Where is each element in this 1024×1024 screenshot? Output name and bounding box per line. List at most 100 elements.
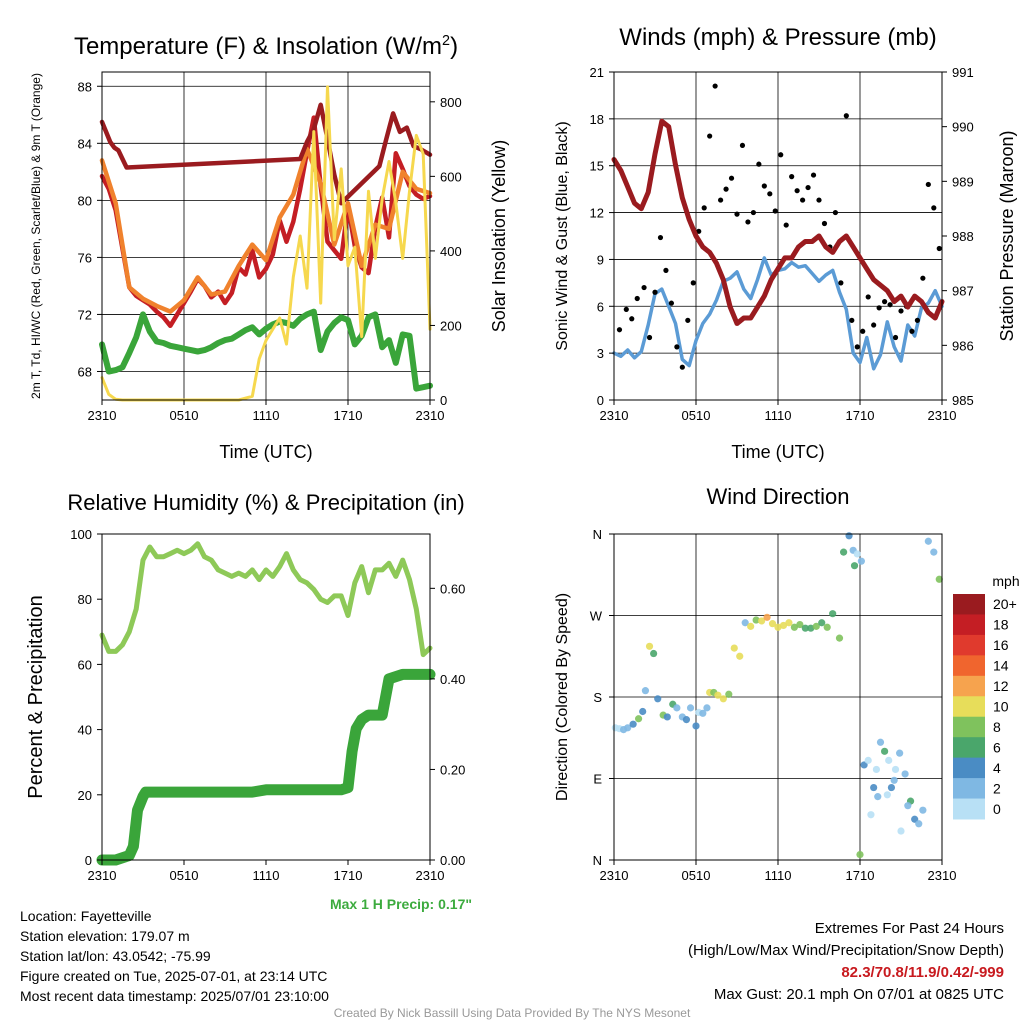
direction-point — [876, 738, 885, 746]
x-tick-label: 1710 — [334, 868, 363, 883]
gust-point — [685, 317, 691, 323]
precip-line — [96, 668, 436, 866]
y-tick-label: 0 — [85, 853, 92, 868]
direction-point — [645, 642, 654, 650]
colorbar-label: 16 — [993, 637, 1009, 653]
gust-point — [778, 152, 784, 158]
colorbar-label: 2 — [993, 780, 1001, 796]
direction-point — [758, 617, 766, 625]
y2-tick-label: 0.00 — [440, 853, 465, 868]
direction-point — [654, 695, 662, 703]
extremes-values: 82.3/70.8/11.9/0.42/-999 — [841, 964, 1004, 981]
direction-point — [930, 548, 938, 556]
gust-point — [920, 275, 926, 281]
direction-point — [919, 806, 927, 814]
x-tick-label: 1710 — [334, 408, 363, 423]
y2-axis-label: Solar Insolation (Yellow) — [489, 140, 509, 332]
y2-tick-label: 0.40 — [440, 672, 465, 687]
gust-point — [810, 172, 817, 178]
gust-point — [668, 300, 675, 306]
gust-point — [838, 280, 844, 286]
y-tick-label: 6 — [597, 299, 604, 314]
gust-point — [728, 175, 735, 181]
y2-tick-label: 0.20 — [440, 762, 465, 777]
direction-point — [686, 704, 695, 712]
gust-point — [646, 334, 653, 341]
y2-tick-label: 600 — [440, 169, 462, 184]
direction-point — [823, 623, 831, 631]
direction-point — [624, 724, 632, 732]
gust-point — [925, 181, 931, 188]
direction-point — [885, 756, 893, 764]
gust-point — [761, 183, 767, 189]
colorbar-label: 12 — [993, 678, 1009, 694]
y-tick-label: 12 — [590, 206, 604, 221]
x-tick-label: 2310 — [928, 408, 957, 423]
gust-point — [805, 184, 811, 191]
y-tick-label: N — [593, 527, 602, 542]
x-tick-label: 1110 — [253, 868, 280, 883]
y-tick-label: 15 — [590, 159, 604, 174]
colorbar-label: 6 — [993, 739, 1001, 755]
direction-point — [719, 695, 727, 703]
y-tick-label: 3 — [597, 346, 604, 361]
direction-point — [736, 652, 744, 660]
gust-point — [882, 299, 888, 305]
y-tick-label: 100 — [70, 527, 92, 542]
direction-point — [663, 713, 671, 721]
x-tick-label: 1110 — [253, 408, 280, 423]
gust-point — [909, 328, 915, 334]
gust-point — [679, 364, 685, 370]
colorbar-label: 4 — [993, 760, 1001, 776]
y-axis-label: Direction (Colored By Speed) — [554, 593, 571, 801]
x-tick-label: 1710 — [846, 408, 875, 423]
direction-point — [883, 791, 891, 799]
colorbar-swatch — [953, 716, 985, 738]
gust-point — [816, 197, 822, 203]
gust-point — [860, 328, 866, 334]
recent-data-text: Most recent data timestamp: 2025/07/01 2… — [20, 988, 329, 1004]
extremes-title: Extremes For Past 24 Hours — [814, 920, 1004, 937]
location-text: Location: Fayetteville — [20, 908, 152, 924]
y-tick-label: 0 — [597, 393, 604, 408]
direction-point — [818, 619, 826, 627]
extremes-info: Extremes For Past 24 Hours (High/Low/Max… — [688, 918, 1004, 1006]
direction-point — [856, 850, 864, 859]
direction-point — [650, 649, 658, 658]
colorbar-title: mph — [992, 573, 1019, 589]
gust-point — [674, 344, 680, 350]
direction-point — [779, 621, 788, 630]
y-tick-label: 20 — [78, 788, 92, 803]
x-tick-label: 0510 — [682, 408, 711, 423]
y2-tick-label: 200 — [440, 318, 462, 333]
direction-point — [887, 783, 896, 792]
direction-point — [924, 537, 932, 545]
gust-point — [821, 220, 828, 227]
direction-point — [896, 749, 904, 757]
direction-point — [840, 548, 848, 556]
chart-title-winds: Winds (mph) & Pressure (mb) — [619, 24, 936, 51]
max-gust-text: Max Gust: 20.1 mph On 07/01 at 0825 UTC — [713, 986, 1004, 1003]
y2-tick-label: 988 — [952, 229, 974, 244]
gust-point — [652, 289, 658, 295]
colorbar-label: 14 — [993, 658, 1009, 674]
direction-point — [829, 610, 837, 618]
colorbar-swatch — [953, 614, 985, 636]
colorbar-swatch — [953, 696, 985, 718]
y-axis-label: 2m T, Td, HI/WC (Red, Green, Scarlet/Blu… — [29, 73, 43, 399]
direction-point — [890, 776, 898, 784]
x-tick-label: 2310 — [600, 868, 629, 883]
direction-point — [629, 720, 637, 728]
rh-line — [99, 541, 433, 658]
credit-text: Created By Nick Bassill Using Data Provi… — [333, 1006, 691, 1020]
direction-point — [870, 783, 878, 792]
gust-point — [750, 209, 757, 216]
y2-tick-label: 990 — [952, 120, 974, 135]
x-tick-label: 2310 — [88, 868, 117, 883]
gust-point — [701, 205, 707, 211]
gust-point — [871, 322, 877, 328]
y2-tick-label: 400 — [440, 244, 462, 259]
direction-point — [763, 613, 771, 621]
y-tick-label: 84 — [78, 136, 92, 151]
